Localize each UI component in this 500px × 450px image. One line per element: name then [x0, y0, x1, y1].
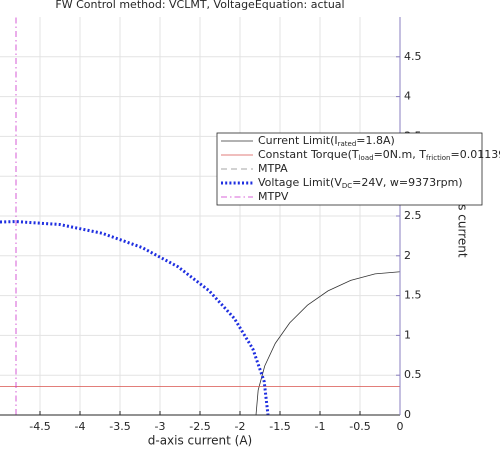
legend-label: Constant Torque(Tload=0N.m, Tfriction=0.…: [258, 148, 500, 162]
x-axis-label: d-axis current (A): [148, 434, 252, 448]
legend-text: MTPA: [258, 162, 288, 175]
x-tick-label: 0: [397, 420, 404, 433]
x-tick-label: -4: [75, 420, 86, 433]
x-tick-label: -3: [155, 420, 166, 433]
legend-text: =24V, w=9373rpm): [352, 176, 462, 189]
legend-subscript: rated: [338, 140, 357, 148]
series-line: [0, 220, 270, 416]
legend-text: Voltage Limit(V: [258, 176, 342, 189]
legend-subscript: DC: [342, 182, 352, 190]
y-tick-label: 4.5: [404, 50, 422, 63]
legend-label: Voltage Limit(VDC=24V, w=9373rpm): [258, 176, 463, 190]
y-tick-label: 1: [404, 328, 411, 341]
legend-box: [216, 132, 483, 206]
legend-subscript: load: [359, 154, 374, 162]
x-tick-label: -2: [235, 420, 246, 433]
y-tick-label: 0.5: [404, 368, 422, 381]
x-tick-label: -0.5: [349, 420, 370, 433]
legend-subscript: friction: [426, 154, 451, 162]
y-tick-label: 0: [404, 408, 411, 421]
y-tick-label: 2: [404, 249, 411, 262]
y-tick-label: 1.5: [404, 289, 422, 302]
legend-text: =1.8A): [356, 134, 395, 147]
legend-label: MTPV: [258, 190, 289, 203]
y-tick-label: 2.5: [404, 209, 422, 222]
legend-label: Current Limit(Irated=1.8A): [258, 134, 395, 148]
x-tick-label: -2.5: [189, 420, 210, 433]
legend-text: Current Limit(I: [258, 134, 338, 147]
legend-text: =0.01139N.m): [450, 148, 500, 161]
x-tick-label: -3.5: [109, 420, 130, 433]
x-tick-label: -1: [315, 420, 326, 433]
x-tick-label: -4.5: [29, 420, 50, 433]
chart-title: FW Control method: VCLMT, VoltageEquatio…: [55, 0, 344, 11]
legend-text: Constant Torque(T: [258, 148, 359, 161]
legend-text: MTPV: [258, 190, 289, 203]
legend-label: MTPA: [258, 162, 288, 175]
y-tick-label: 4: [404, 90, 411, 103]
legend-text: =0N.m, T: [374, 148, 427, 161]
x-tick-label: -1.5: [269, 420, 290, 433]
